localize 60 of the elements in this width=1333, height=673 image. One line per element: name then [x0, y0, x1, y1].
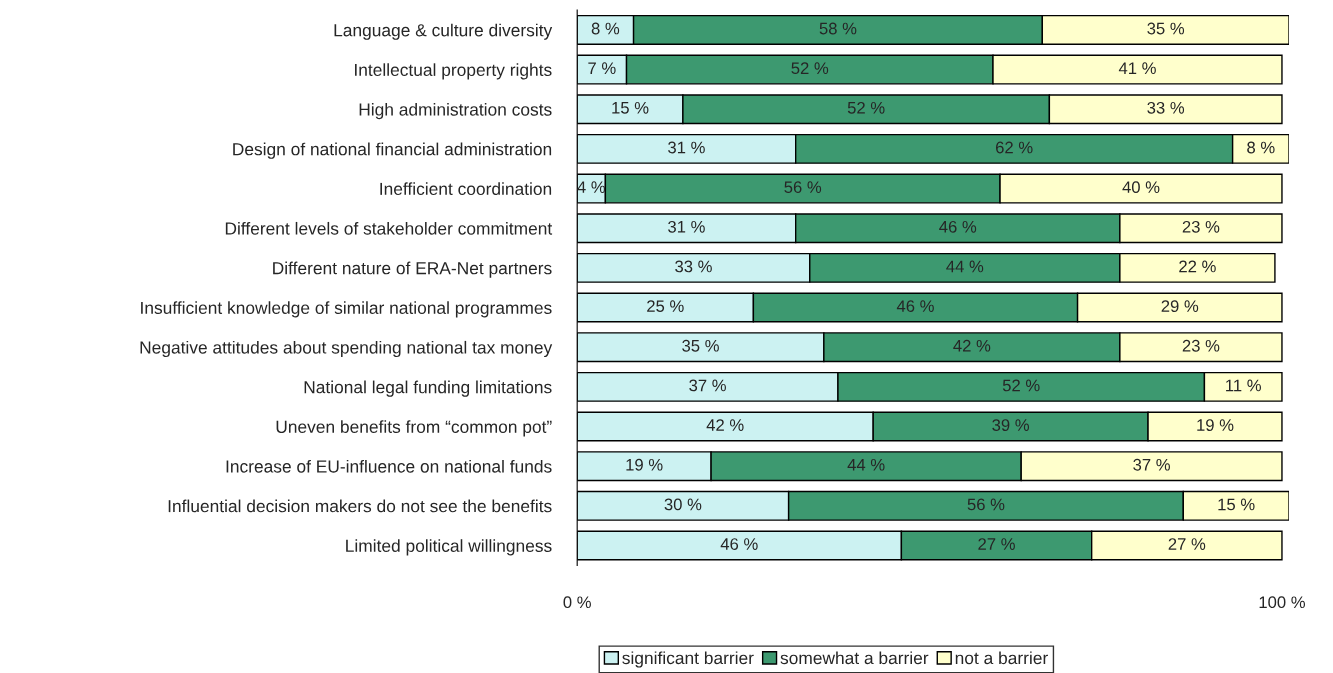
y-tick-label: Different nature of ERA-Net partners — [273, 261, 552, 278]
data-label: 22 % — [1179, 260, 1216, 273]
y-tick-label: Uneven benefits from “common pot” — [276, 420, 552, 437]
data-label: 46 % — [720, 538, 758, 550]
x-tick-label: 100 % — [1259, 596, 1305, 609]
data-label: 52 % — [1002, 379, 1040, 392]
data-label: 25 % — [647, 300, 684, 313]
y-tick-label: Design of national financial administration — [233, 142, 552, 159]
data-label: 37 % — [1133, 458, 1170, 471]
data-label: 31 % — [668, 141, 705, 154]
y-tick-label: Different levels of stakeholder commitment — [225, 221, 553, 235]
data-label: 8 % — [1247, 141, 1275, 154]
y-tick-label: Inefficient coordination — [380, 182, 552, 196]
x-tick-label: 0 % — [563, 596, 591, 609]
data-label: 33 % — [675, 260, 712, 273]
data-label: 27 % — [1168, 538, 1206, 550]
data-label: 41 % — [1118, 62, 1156, 74]
y-tick-label: Insufficient knowledge of similar national programmes — [141, 301, 552, 318]
data-label: 30 % — [664, 498, 702, 511]
y-tick-label: Influential decision makers do not see the benefits — [168, 499, 552, 513]
data-label: 19 % — [1197, 419, 1234, 431]
data-label: 62 % — [996, 141, 1033, 154]
data-label: 42 % — [953, 339, 991, 352]
data-label: 46 % — [939, 220, 977, 233]
data-label: 37 % — [689, 379, 726, 392]
data-label: 15 % — [1218, 498, 1255, 511]
data-label: 39 % — [992, 419, 1030, 431]
data-label: 23 % — [1182, 339, 1220, 352]
data-label: 8 % — [591, 22, 620, 35]
data-label: 35 % — [682, 339, 719, 352]
data-label: 46 % — [896, 300, 934, 313]
data-label: 35 % — [1147, 22, 1185, 35]
legend-label: somewhat a barrier — [780, 651, 929, 665]
y-tick-label: National legal funding limitations — [304, 380, 552, 397]
data-label: 29 % — [1161, 300, 1199, 313]
data-label: 27 % — [978, 538, 1015, 550]
data-label: 56 % — [967, 498, 1005, 511]
data-label: 19 % — [626, 458, 663, 471]
data-label: 31 % — [668, 220, 705, 233]
data-label: 44 % — [847, 458, 885, 471]
data-label: 23 % — [1182, 220, 1220, 233]
y-tick-label: Limited political willingness — [346, 539, 552, 556]
data-label: 11 % — [1226, 379, 1261, 392]
data-label: 58 % — [819, 22, 857, 35]
y-tick-label: Intellectual property rights — [355, 63, 552, 80]
data-label: 40 % — [1122, 181, 1160, 194]
data-label: 44 % — [946, 260, 984, 273]
data-label: 7 % — [588, 62, 616, 74]
data-label: 52 % — [847, 101, 885, 114]
data-label: 52 % — [791, 62, 829, 75]
data-label: 42 % — [706, 419, 744, 431]
data-label: 56 % — [784, 181, 822, 194]
y-tick-label: Negative attitudes about spending national tax money — [140, 340, 553, 358]
data-label: 15 % — [612, 101, 649, 114]
y-tick-label: High administration costs — [359, 102, 552, 120]
y-tick-label: Language & culture diversity — [334, 23, 553, 40]
legend-label: not a barrier — [955, 651, 1048, 665]
legend-label: significant barrier — [622, 651, 754, 668]
y-tick-label: Increase of EU-influence on national funds — [226, 459, 552, 473]
data-label: 33 % — [1147, 101, 1185, 114]
